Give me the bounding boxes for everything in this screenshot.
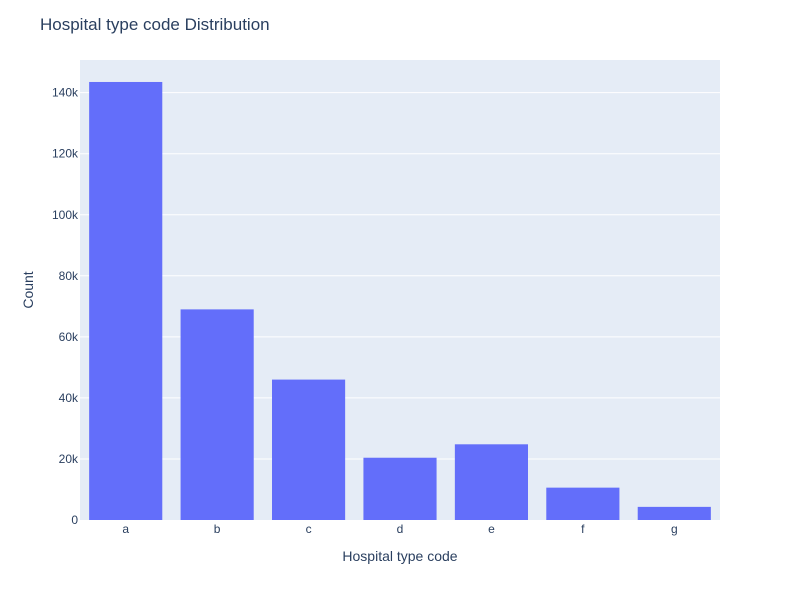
- bar-f[interactable]: [546, 487, 620, 520]
- chart-title: Hospital type code Distribution: [40, 15, 270, 34]
- x-tick-label: e: [488, 522, 495, 536]
- x-tick-label: d: [397, 522, 404, 536]
- plot-area: [80, 60, 720, 520]
- bar-e[interactable]: [454, 444, 528, 520]
- y-tick-label: 0: [71, 513, 78, 527]
- x-axis-title: Hospital type code: [342, 548, 457, 564]
- y-axis-ticks: 0 20k 40k 60k 80k 100k 120k 140k: [52, 86, 79, 527]
- bar-c[interactable]: [272, 379, 346, 520]
- x-tick-label: a: [122, 522, 129, 536]
- x-axis-ticks: a b c d e f g: [122, 522, 677, 536]
- bar-b[interactable]: [180, 309, 254, 520]
- x-tick-label: c: [306, 522, 312, 536]
- y-tick-label: 40k: [59, 391, 79, 405]
- y-tick-label: 60k: [59, 330, 79, 344]
- bars: [89, 81, 711, 520]
- bar-a[interactable]: [89, 81, 163, 520]
- y-tick-label: 100k: [52, 208, 79, 222]
- x-tick-label: f: [581, 522, 585, 536]
- y-tick-label: 120k: [52, 147, 79, 161]
- bar-g[interactable]: [637, 506, 711, 520]
- y-axis-title: Count: [20, 271, 36, 308]
- y-tick-label: 20k: [59, 452, 79, 466]
- x-tick-label: b: [214, 522, 221, 536]
- x-tick-label: g: [671, 522, 678, 536]
- y-tick-label: 80k: [59, 269, 79, 283]
- y-tick-label: 140k: [52, 86, 79, 100]
- bar-d[interactable]: [363, 457, 437, 520]
